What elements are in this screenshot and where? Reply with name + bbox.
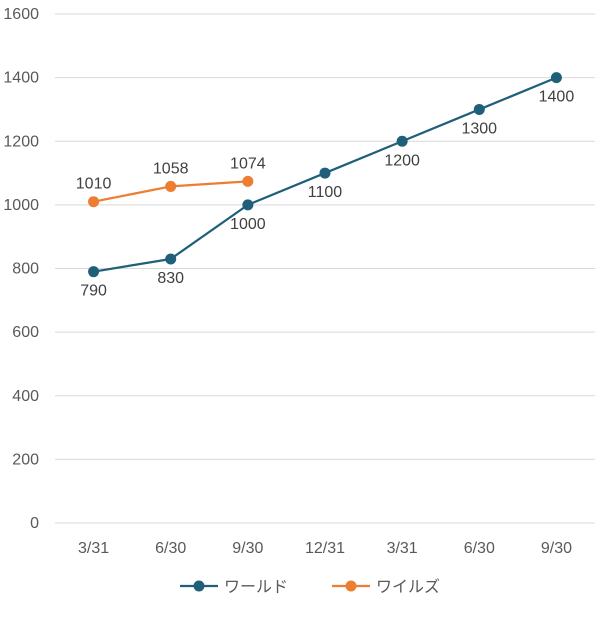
series-1-point (165, 253, 177, 265)
series-1-point (319, 167, 331, 179)
x-tick-label: 9/30 (232, 540, 263, 557)
x-tick-label: 3/31 (78, 540, 109, 557)
legend-marker (193, 580, 205, 592)
legend-item-2: ワイルズ (332, 578, 440, 596)
series-2: 1010 1058 1074 (76, 155, 266, 208)
series-1: 790 830 1000 1100 1200 1300 1400 (80, 72, 574, 300)
series-layer: 790 830 1000 1100 1200 1300 1400 1010 1058 1074 (76, 72, 574, 300)
y-tick-label: 1000 (3, 197, 39, 214)
series-1-data-label: 1100 (308, 184, 343, 201)
series-2-data-label: 1010 (76, 176, 112, 193)
x-tick-label: 6/30 (155, 540, 186, 557)
legend-label: ワールド (224, 579, 288, 596)
y-tick-label: 400 (12, 388, 39, 405)
legend-label: ワイルズ (376, 578, 440, 596)
y-axis: 0 200 400 600 800 1000 1200 1400 1600 (3, 6, 39, 532)
x-tick-label: 3/31 (387, 540, 418, 557)
series-1-point (88, 266, 100, 278)
legend-marker (345, 580, 357, 592)
gridlines (55, 13, 595, 524)
series-1-data-label: 1300 (461, 120, 497, 137)
series-1-data-label: 1400 (539, 89, 575, 106)
x-tick-label: 9/30 (541, 540, 572, 557)
y-tick-label: 600 (12, 324, 39, 341)
y-tick-label: 800 (12, 261, 39, 278)
series-1-point (242, 199, 254, 211)
x-tick-label: 12/31 (305, 540, 345, 557)
legend: ワールド ワイルズ (180, 578, 440, 596)
series-1-point (396, 135, 408, 147)
series-2-point (88, 196, 100, 208)
x-tick-label: 6/30 (464, 540, 495, 557)
y-tick-label: 0 (30, 515, 39, 532)
series-2-point (242, 175, 254, 187)
y-tick-label: 200 (12, 451, 39, 468)
series-1-data-label: 1000 (230, 216, 266, 233)
y-tick-label: 1600 (3, 6, 39, 23)
series-2-data-label: 1058 (153, 160, 189, 177)
series-1-point (473, 103, 485, 115)
y-tick-label: 1400 (3, 70, 39, 87)
series-1-data-label: 1200 (384, 152, 420, 169)
series-2-point (165, 180, 177, 192)
legend-item-1: ワールド (180, 579, 288, 596)
series-1-data-label: 830 (157, 270, 184, 287)
series-2-data-label: 1074 (230, 155, 266, 172)
x-axis: 3/31 6/30 9/30 12/31 3/31 6/30 9/30 (78, 540, 572, 557)
series-1-point (550, 72, 562, 84)
y-tick-label: 1200 (3, 133, 39, 150)
series-1-data-label: 790 (80, 283, 107, 300)
